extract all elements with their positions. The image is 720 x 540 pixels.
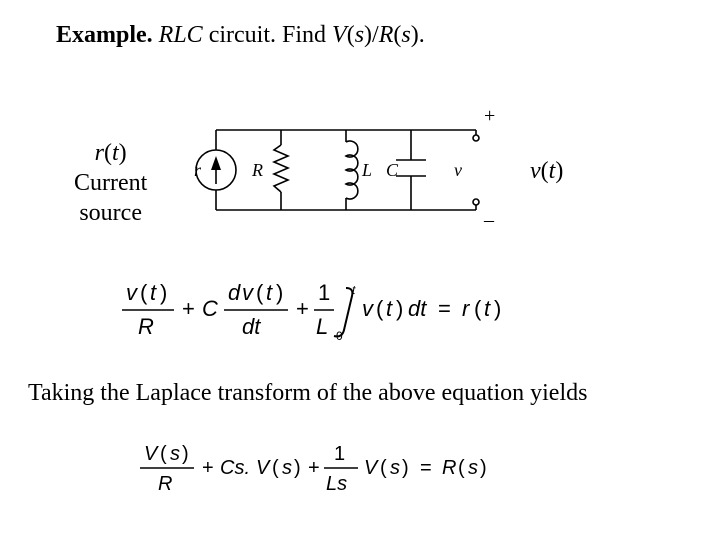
svg-text:): ): [276, 280, 283, 305]
left-label-line1: r(t): [74, 138, 147, 168]
left-label-line2: Current: [74, 168, 147, 198]
ckt-label-R: R: [251, 160, 263, 180]
svg-text:r: r: [462, 296, 471, 321]
title-line: Example. RLC circuit. Find V(s)/R(s).: [56, 22, 425, 49]
circuit-diagram: r R L C v + –: [186, 100, 506, 240]
left-pc: ): [119, 140, 127, 166]
svg-text:+: +: [296, 296, 309, 321]
svg-text:1: 1: [334, 443, 345, 465]
svg-text:V: V: [256, 457, 271, 479]
title-prefix: Example.: [56, 22, 159, 48]
svg-text:=: =: [420, 457, 432, 479]
svg-text:dt: dt: [408, 296, 427, 321]
ckt-label-v: v: [454, 160, 462, 180]
sentence: Taking the Laplace transform of the abov…: [28, 380, 587, 407]
svg-text:): ): [182, 443, 189, 465]
svg-text:+: +: [182, 296, 195, 321]
title-V: V: [332, 22, 347, 48]
svg-text:(: (: [376, 296, 384, 321]
right-pc: ): [555, 158, 563, 184]
svg-text:t: t: [484, 296, 491, 321]
svg-text:t: t: [150, 280, 157, 305]
circuit-svg: r R L C v + –: [186, 100, 506, 240]
svg-text:(: (: [160, 443, 167, 465]
svg-text:t: t: [352, 283, 356, 297]
title-s1: s: [355, 22, 364, 48]
svg-text:t: t: [266, 280, 273, 305]
equation-1-svg: v ( t ) R + C d v ( t ) dt + 1 L t 0 v: [118, 278, 598, 342]
svg-text:v: v: [242, 280, 255, 305]
svg-text:R: R: [442, 457, 456, 479]
svg-text:+: +: [308, 457, 320, 479]
svg-text:s: s: [390, 457, 400, 479]
svg-text:): ): [402, 457, 409, 479]
svg-text:v: v: [362, 296, 375, 321]
svg-text:Ls: Ls: [326, 473, 347, 495]
svg-text:V: V: [364, 457, 379, 479]
svg-text:L: L: [316, 314, 328, 339]
ckt-label-plus: +: [484, 105, 495, 127]
svg-text:(: (: [474, 296, 482, 321]
left-label-block: r(t) Current source: [74, 138, 147, 228]
svg-text:dt: dt: [242, 314, 261, 339]
ckt-label-C: C: [386, 160, 399, 180]
svg-text:0: 0: [336, 329, 343, 342]
svg-text:(: (: [256, 280, 264, 305]
svg-text:R: R: [158, 473, 172, 495]
equation-2-svg: V ( s ) R + Cs. V ( s ) + 1 Ls V ( s ) =…: [138, 440, 568, 496]
svg-text:(: (: [140, 280, 148, 305]
left-label-line3: source: [74, 198, 147, 228]
svg-text:t: t: [386, 296, 393, 321]
equation-2: V ( s ) R + Cs. V ( s ) + 1 Ls V ( s ) =…: [138, 440, 568, 496]
equation-1: v ( t ) R + C d v ( t ) dt + 1 L t 0 v: [118, 278, 598, 342]
right-po: (: [541, 158, 549, 184]
title-p1: (: [347, 22, 355, 48]
svg-text:d: d: [228, 280, 241, 305]
svg-text:V: V: [144, 443, 159, 465]
ckt-label-minus: –: [483, 209, 495, 231]
svg-text:): ): [494, 296, 501, 321]
ckt-label-L: L: [361, 160, 372, 180]
svg-text:+: +: [202, 457, 214, 479]
left-po: (: [104, 140, 112, 166]
title-rlc: RLC: [159, 22, 203, 48]
svg-text:(: (: [380, 457, 387, 479]
title-R: R: [379, 22, 394, 48]
svg-text:1: 1: [318, 280, 330, 305]
svg-text:): ): [160, 280, 167, 305]
title-p4: ).: [411, 22, 425, 48]
svg-text:C: C: [202, 296, 218, 321]
title-p2: )/: [364, 22, 379, 48]
svg-text:s: s: [468, 457, 478, 479]
left-r: r: [95, 140, 104, 166]
svg-text:(: (: [458, 457, 465, 479]
svg-text:Cs.: Cs.: [220, 457, 250, 479]
svg-text:=: =: [438, 296, 451, 321]
svg-text:): ): [294, 457, 301, 479]
svg-text:): ): [396, 296, 403, 321]
title-s2: s: [401, 22, 410, 48]
svg-text:s: s: [282, 457, 292, 479]
svg-text:): ): [480, 457, 487, 479]
svg-text:s: s: [170, 443, 180, 465]
left-t: t: [112, 140, 119, 166]
right-label: v(t): [530, 158, 563, 185]
svg-text:v: v: [126, 280, 139, 305]
title-mid: circuit. Find: [203, 22, 332, 48]
svg-text:R: R: [138, 314, 154, 339]
ckt-label-r: r: [194, 160, 202, 180]
slide: Example. RLC circuit. Find V(s)/R(s). r(…: [0, 0, 720, 540]
right-v: v: [530, 158, 541, 184]
svg-text:(: (: [272, 457, 279, 479]
